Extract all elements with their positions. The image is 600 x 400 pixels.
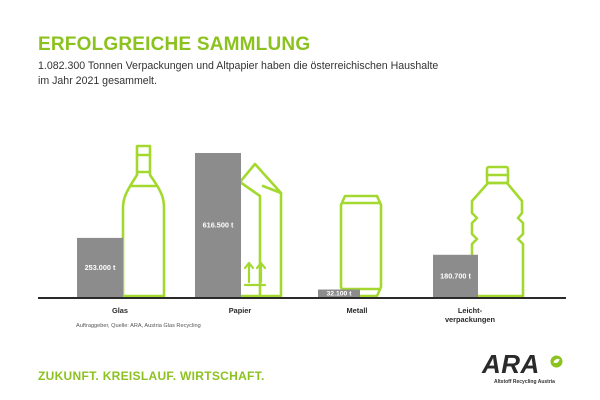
bar-glas — [77, 237, 123, 297]
value-label-leichtverpackungen: 180.700 t — [440, 271, 471, 280]
logo-name: ARA — [482, 349, 540, 379]
value-label-metall: 32.100 t — [327, 290, 353, 297]
source-note: Auftraggeber, Quelle: ARA, Austria Glas … — [76, 323, 201, 329]
category-label-metall: Metall — [347, 306, 368, 315]
page-subtitle: 1.082.300 Tonnen Verpackungen und Altpap… — [38, 59, 478, 89]
ara-logo: ARA Altstoff Recycling Austria — [482, 349, 574, 388]
category-label-glas: Glas — [112, 306, 128, 315]
metal-can-icon — [339, 194, 383, 298]
subtitle-line-1: 1.082.300 Tonnen Verpackungen und Altpap… — [38, 60, 439, 72]
logo-tagline: Altstoff Recycling Austria — [494, 379, 555, 385]
recycle-leaf-icon — [550, 355, 563, 368]
category-label-leichtverpackungen-1: Leicht- — [458, 306, 483, 315]
bar-papier — [195, 152, 241, 297]
paper-box-icon — [238, 162, 283, 298]
plastic-bottle-icon — [470, 165, 525, 298]
bar-metall — [318, 289, 360, 297]
footer-slogan: ZUKUNFT. KREISLAUF. WIRTSCHAFT. — [38, 369, 265, 383]
category-label-papier: Papier — [229, 306, 252, 315]
value-label-glas: 253.000 t — [85, 263, 116, 272]
value-label-papier: 616.500 t — [203, 220, 234, 229]
category-label-leichtverpackungen-2: verpackungen — [445, 315, 496, 324]
glass-bottle-icon — [121, 144, 166, 298]
subtitle-line-2: im Jahr 2021 gesammelt. — [38, 75, 157, 87]
page-title: ERFOLGREICHE SAMMLUNG — [38, 34, 311, 55]
bar-leichtverpackungen — [433, 254, 478, 297]
